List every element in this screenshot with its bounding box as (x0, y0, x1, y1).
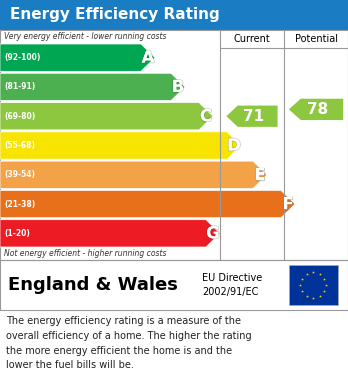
Polygon shape (0, 132, 241, 159)
Polygon shape (0, 161, 267, 188)
Text: Very energy efficient - lower running costs: Very energy efficient - lower running co… (4, 32, 166, 41)
Text: G: G (206, 224, 220, 242)
Text: C: C (200, 107, 212, 125)
Text: B: B (172, 78, 184, 96)
Text: EU Directive
2002/91/EC: EU Directive 2002/91/EC (202, 273, 262, 297)
Text: The energy efficiency rating is a measure of the
overall efficiency of a home. T: The energy efficiency rating is a measur… (6, 316, 252, 370)
Text: F: F (282, 195, 294, 213)
Polygon shape (227, 106, 278, 127)
Polygon shape (0, 190, 295, 218)
Text: Not energy efficient - higher running costs: Not energy efficient - higher running co… (4, 249, 166, 258)
Text: A: A (142, 48, 155, 66)
Polygon shape (0, 73, 185, 100)
Text: (21-38): (21-38) (4, 199, 35, 208)
Polygon shape (0, 220, 220, 247)
Text: (92-100): (92-100) (4, 53, 40, 62)
Polygon shape (289, 99, 343, 120)
Text: 71: 71 (244, 109, 264, 124)
Bar (0, 260, 348, 310)
Text: (81-91): (81-91) (4, 83, 35, 91)
Bar (289, 265, 338, 305)
Text: E: E (254, 166, 266, 184)
Polygon shape (0, 102, 213, 130)
FancyBboxPatch shape (0, 0, 348, 30)
Text: 78: 78 (307, 102, 329, 117)
Text: (55-68): (55-68) (4, 141, 35, 150)
Text: Potential: Potential (294, 34, 338, 44)
Text: Energy Efficiency Rating: Energy Efficiency Rating (10, 7, 220, 23)
Text: (39-54): (39-54) (4, 170, 35, 179)
Text: Current: Current (234, 34, 270, 44)
Text: D: D (227, 136, 241, 154)
Text: (69-80): (69-80) (4, 112, 35, 121)
Text: (1-20): (1-20) (4, 229, 30, 238)
Polygon shape (0, 44, 155, 71)
Bar (0, 30, 348, 260)
Text: England & Wales: England & Wales (8, 276, 178, 294)
